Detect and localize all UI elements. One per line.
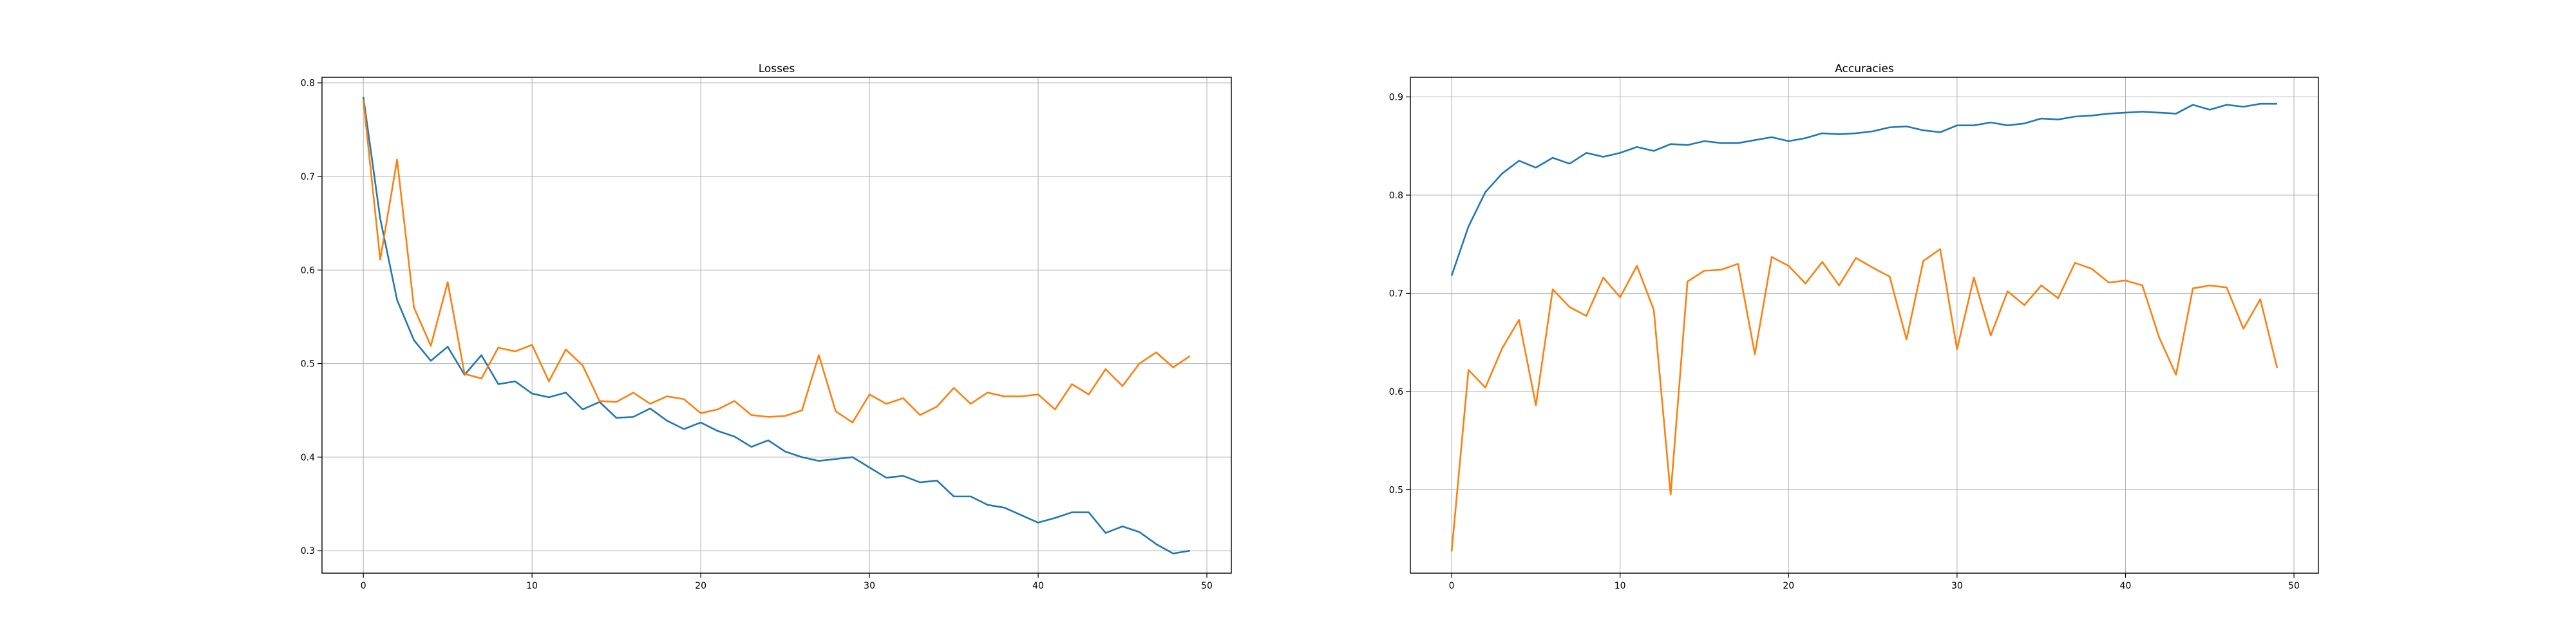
accuracies-y-tick-label: 0.7 — [1389, 289, 1403, 299]
losses-grid — [322, 77, 1231, 573]
accuracies-x-tick-label: 10 — [1615, 581, 1626, 591]
accuracies-series-0-line — [1450, 102, 2277, 276]
accuracies-title: Accuracies — [1835, 62, 1894, 75]
losses-title: Losses — [759, 62, 795, 75]
losses-series-0-line — [362, 97, 1191, 554]
losses-y-tick-label: 0.6 — [301, 265, 315, 276]
accuracies-y-tick-label: 0.5 — [1389, 485, 1403, 495]
accuracies-y-tick-label: 0.8 — [1389, 191, 1403, 201]
losses-y-tick-label: 0.4 — [301, 453, 315, 463]
accuracies-chart: Accuracies 0 10 20 30 40 50 0.5 0.6 0.7 0.8 0.9 — [1389, 62, 2319, 591]
losses-x-tick-label: 20 — [695, 581, 706, 591]
accuracies-series — [1450, 102, 2278, 552]
losses-axes-frame — [321, 77, 1232, 574]
losses-x-tick-label: 40 — [1032, 581, 1044, 591]
losses-x-tick-label: 0 — [361, 581, 366, 591]
accuracies-grid — [1410, 77, 2318, 573]
accuracies-x-tick-label: 50 — [2288, 581, 2300, 591]
accuracies-y-tick-label: 0.6 — [1389, 387, 1403, 397]
accuracies-y-tick-label: 0.9 — [1389, 92, 1403, 102]
losses-y-tick-label: 0.8 — [301, 79, 315, 89]
losses-y-tick-label: 0.5 — [301, 359, 315, 370]
losses-series — [362, 97, 1191, 554]
accuracies-x-tick-label: 30 — [1951, 581, 1963, 591]
accuracies-axes-frame — [1410, 77, 2319, 574]
losses-x-tick-label: 30 — [864, 581, 875, 591]
losses-chart: Losses 0 10 20 30 40 50 0.3 0.4 0.5 0.6 0.7 0.8 — [301, 62, 1232, 591]
accuracies-x-tick-label: 20 — [1783, 581, 1794, 591]
losses-x-tick-label: 10 — [526, 581, 538, 591]
accuracies-x-tick-label: 0 — [1449, 581, 1455, 591]
accuracies-x-tick-label: 40 — [2120, 581, 2132, 591]
accuracies-series-1-line — [1450, 248, 2278, 552]
losses-x-tick-label: 50 — [1201, 581, 1213, 591]
losses-ticks: 0 10 20 30 40 50 0.3 0.4 0.5 0.6 0.7 0.8 — [301, 79, 1213, 591]
losses-series-1-line — [362, 99, 1191, 424]
accuracies-ticks: 0 10 20 30 40 50 0.5 0.6 0.7 0.8 0.9 — [1389, 92, 2300, 591]
losses-y-tick-label: 0.7 — [301, 172, 315, 182]
losses-y-tick-label: 0.3 — [301, 546, 315, 556]
